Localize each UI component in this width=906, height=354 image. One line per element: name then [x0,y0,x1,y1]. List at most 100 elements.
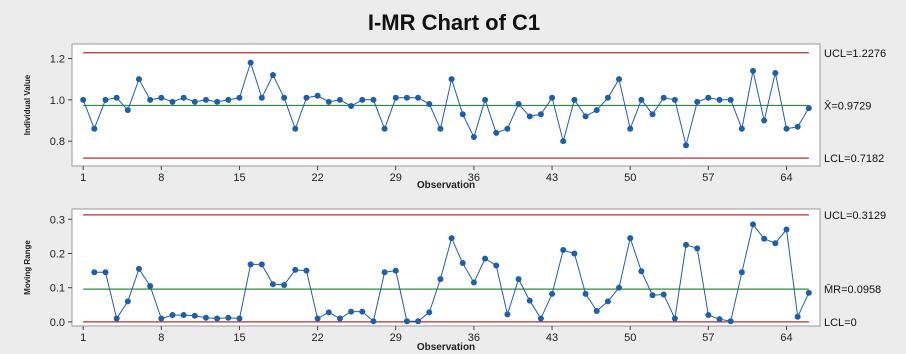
center-label: M̄R=0.0958 [824,283,881,296]
individual-data-point [191,98,198,105]
moving-range-data-point [794,313,801,320]
x-tick-label: 57 [702,172,714,184]
moving-range-data-point [303,267,310,274]
moving-range-data-point [426,309,433,316]
individual-data-point [537,111,544,118]
moving-range-data-point [236,315,243,322]
individual-data-point [526,113,533,120]
x-tick-label: 29 [390,332,402,344]
moving-range-data-point [370,318,377,325]
ucl-label: UCL=1.2276 [824,48,886,60]
individual-data-point [727,96,734,103]
center-label: X̄=0.9729 [824,100,871,113]
moving-range-data-point [805,289,812,296]
individual-data-point [482,96,489,103]
x-tick-label: 1 [80,172,86,184]
moving-range-data-point [627,235,634,242]
y-tick-label: 0.2 [50,248,65,260]
individual-data-point [158,94,165,101]
individual-data-point [258,94,265,101]
moving-range-data-point [381,269,388,276]
x-tick-label: 22 [311,332,323,344]
moving-range-data-point [537,315,544,322]
moving-range-data-point [482,255,489,262]
x-tick-label: 22 [311,172,323,184]
individual-data-point [716,96,723,103]
individual-data-point [493,129,500,136]
x-tick-label: 43 [546,172,558,184]
individual-data-point [671,96,678,103]
moving-range-data-point [705,312,712,319]
individual-data-point [292,125,299,132]
moving-range-data-point [403,318,410,325]
x-tick-label: 36 [468,172,480,184]
individual-data-point [80,96,87,103]
individual-data-point [124,107,131,114]
moving-range-data-point [348,308,355,315]
individual-data-point [437,125,444,132]
moving-range-data-point [761,235,768,242]
moving-range-data-point [437,276,444,283]
x-tick-label: 29 [390,172,402,184]
moving-range-data-point [638,268,645,275]
moving-range-data-point [269,281,276,288]
individual-data-point [225,96,232,103]
individual-data-point [370,96,377,103]
individual-data-point [281,94,288,101]
individual-data-point [459,111,466,118]
moving-range-data-point [325,309,332,316]
moving-range-data-point [738,269,745,276]
individual-data-point [113,94,120,101]
y-tick-label: 1.2 [50,53,65,65]
moving-range-data-point [772,240,779,247]
y-tick-label: 0.0 [50,317,65,329]
moving-range-data-point [459,260,466,267]
y-tick-label: 1.0 [50,95,65,107]
individual-data-point [314,92,321,99]
moving-range-data-point [649,292,656,299]
x-tick-label: 8 [158,332,164,344]
moving-range-data-point [415,318,422,325]
individual-data-point [147,96,154,103]
individual-data-point [269,72,276,79]
individual-data-point [794,123,801,130]
individual-data-point [750,67,757,74]
individual-data-point [515,100,522,107]
moving-range-data-point [314,315,321,322]
moving-range-data-point [694,245,701,252]
individual-data-point [448,76,455,83]
individual-data-point [336,96,343,103]
individual-data-point [560,138,567,145]
moving-range-panel: 1 8 15 22 29 36 43 50 57 64 0.0 0.1 0.2 0.3 Observatio… [23,208,886,353]
individual-data-point [593,107,600,114]
moving-range-data-point [727,318,734,325]
moving-range-data-point [750,221,757,228]
individual-data-point [660,94,667,101]
moving-range-data-point [225,314,232,321]
moving-range-data-point [392,267,399,274]
moving-range-data-point [504,311,511,318]
individual-data-point [604,94,611,101]
moving-range-data-point [515,276,522,283]
moving-range-data-point [147,282,154,289]
individual-data-point [236,94,243,101]
individual-data-point [705,94,712,101]
moving-range-data-point [258,261,265,268]
moving-range-data-point [292,266,299,273]
individual-data-point [616,76,623,83]
x-tick-label: 64 [780,332,792,344]
individual-data-point [403,94,410,101]
individual-data-point [805,105,812,112]
moving-range-data-point [549,290,556,297]
individual-data-point [470,134,477,141]
moving-range-data-point [191,312,198,319]
moving-range-data-point [169,312,176,319]
individual-data-point [214,98,221,105]
individual-data-point [169,98,176,105]
moving-range-data-point [281,281,288,288]
moving-range-data-point [571,250,578,257]
individual-data-point [102,96,109,103]
chart-title: I-MR Chart of C1 [368,10,540,35]
